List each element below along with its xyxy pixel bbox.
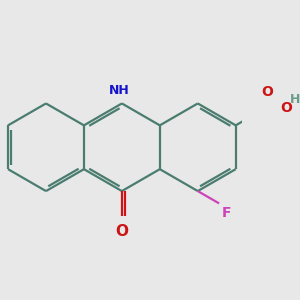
Text: O: O: [280, 100, 292, 115]
Text: F: F: [222, 206, 231, 220]
Text: NH: NH: [109, 84, 130, 97]
Text: H: H: [290, 93, 300, 106]
Text: O: O: [116, 224, 128, 239]
Text: O: O: [261, 85, 273, 99]
